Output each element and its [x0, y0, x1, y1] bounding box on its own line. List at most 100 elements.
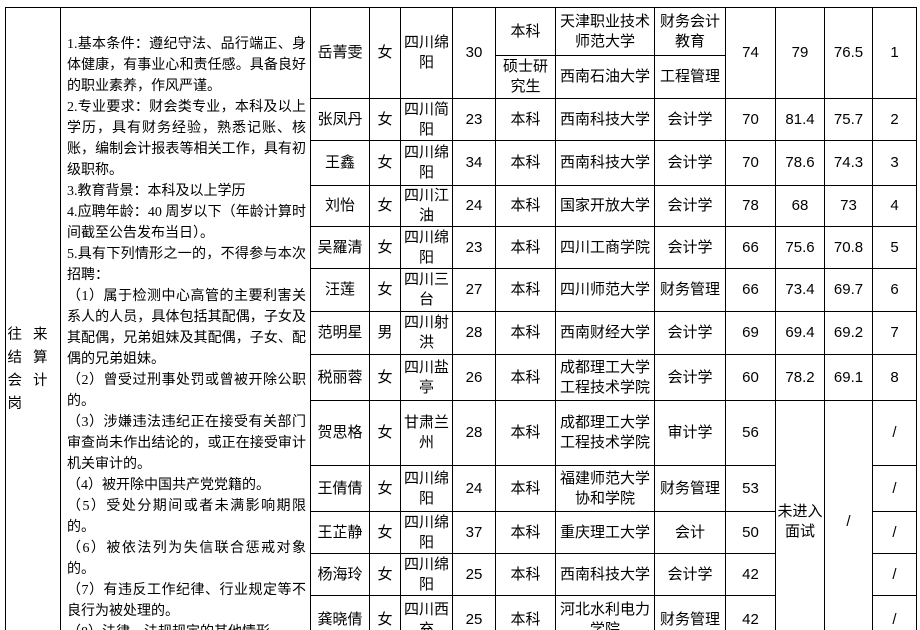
interview-score-cell: 81.4 — [775, 98, 825, 141]
gender-cell: 女 — [369, 595, 401, 630]
rank-cell: / — [872, 400, 917, 466]
position-cell: 往来结算会计岗 — [5, 7, 61, 630]
total-score-cell: 76.5 — [824, 7, 873, 99]
education-cell: 本科 — [495, 268, 556, 312]
table-row: 龚晓倩 女 四川西充 25 本科 河北水利电力学院 财务管理 42 / — [6, 595, 917, 630]
major-cell: 会计学 — [654, 98, 726, 141]
education-cell: 本科 — [495, 7, 556, 56]
education-cell: 本科 — [495, 226, 556, 269]
education-cell: 本科 — [495, 311, 556, 355]
major-cell: 财务会计教育 — [654, 7, 726, 56]
gender-cell: 女 — [369, 226, 401, 269]
rank-cell: 1 — [872, 7, 917, 99]
written-score-cell: 70 — [725, 98, 776, 141]
age-cell: 23 — [452, 98, 496, 141]
requirements-cell: 1.基本条件：遵纪守法、品行端正、身体健康，有事业心和责任感。具备良好的职业素养… — [60, 7, 311, 630]
total-score-cell: 73 — [824, 185, 873, 227]
total-score-cell: 75.7 — [824, 98, 873, 141]
total-score-cell: 69.1 — [824, 354, 873, 401]
education-cell: 本科 — [495, 553, 556, 596]
candidate-name-cell: 税丽蓉 — [310, 354, 370, 401]
age-cell: 34 — [452, 140, 496, 186]
school-cell: 国家开放大学 — [555, 185, 655, 227]
school-cell: 四川工商学院 — [555, 226, 655, 269]
rank-cell: 6 — [872, 268, 917, 312]
written-score-cell: 60 — [725, 354, 776, 401]
rank-cell: 2 — [872, 98, 917, 141]
school-cell: 西南财经大学 — [555, 311, 655, 355]
age-cell: 28 — [452, 400, 496, 466]
written-score-cell: 70 — [725, 140, 776, 186]
rank-cell: 7 — [872, 311, 917, 355]
education-cell: 硕士研究生 — [495, 55, 556, 99]
written-score-cell: 69 — [725, 311, 776, 355]
candidate-name-cell: 王鑫 — [310, 140, 370, 186]
interview-score-cell: 69.4 — [775, 311, 825, 355]
age-cell: 37 — [452, 511, 496, 554]
major-cell: 财务管理 — [654, 268, 726, 312]
school-cell: 四川师范大学 — [555, 268, 655, 312]
education-cell: 本科 — [495, 465, 556, 512]
hometown-cell: 四川绵阳 — [400, 465, 453, 512]
school-cell: 天津职业技术师范大学 — [555, 7, 655, 56]
major-cell: 财务管理 — [654, 595, 726, 630]
major-cell: 会计学 — [654, 354, 726, 401]
interview-score-cell: 78.6 — [775, 140, 825, 186]
candidate-name-cell: 汪莲 — [310, 268, 370, 312]
age-cell: 27 — [452, 268, 496, 312]
age-cell: 23 — [452, 226, 496, 269]
education-cell: 本科 — [495, 98, 556, 141]
hometown-cell: 四川盐亭 — [400, 354, 453, 401]
education-cell: 本科 — [495, 595, 556, 630]
major-cell: 会计 — [654, 511, 726, 554]
candidate-name-cell: 张凤丹 — [310, 98, 370, 141]
gender-cell: 女 — [369, 268, 401, 312]
school-cell: 西南科技大学 — [555, 140, 655, 186]
school-cell: 福建师范大学协和学院 — [555, 465, 655, 512]
candidate-name-cell: 王芷静 — [310, 511, 370, 554]
gender-cell: 女 — [369, 98, 401, 141]
major-cell: 会计学 — [654, 140, 726, 186]
education-cell: 本科 — [495, 354, 556, 401]
candidate-name-cell: 王倩倩 — [310, 465, 370, 512]
hometown-cell: 四川绵阳 — [400, 553, 453, 596]
education-cell: 本科 — [495, 185, 556, 227]
table-row: 贺思格 女 甘肃兰州 28 本科 成都理工大学工程技术学院 审计学 56 未进入… — [6, 400, 917, 630]
rank-cell: 3 — [872, 140, 917, 186]
major-cell: 会计学 — [654, 226, 726, 269]
no-interview-note-cell: 未进入面试 — [775, 400, 825, 630]
school-cell: 西南科技大学 — [555, 98, 655, 141]
gender-cell: 女 — [369, 354, 401, 401]
interview-score-cell: 75.6 — [775, 226, 825, 269]
hometown-cell: 四川简阳 — [400, 98, 453, 141]
candidate-name-cell: 贺思格 — [310, 400, 370, 466]
requirements-text: 1.基本条件：遵纪守法、品行端正、身体健康，有事业心和责任感。具备良好的职业素养… — [67, 37, 306, 630]
rank-cell: 5 — [872, 226, 917, 269]
age-cell: 25 — [452, 553, 496, 596]
age-cell: 25 — [452, 595, 496, 630]
written-score-cell: 53 — [725, 465, 776, 512]
total-score-merged-cell: / — [824, 400, 873, 630]
interview-score-cell: 79 — [775, 7, 825, 99]
school-cell: 西南石油大学 — [555, 55, 655, 99]
written-score-cell: 50 — [725, 511, 776, 554]
table-row: 杨海玲 女 四川绵阳 25 本科 西南科技大学 会计学 42 / — [6, 553, 917, 596]
results-table: 往来结算会计岗 1.基本条件：遵纪守法、品行端正、身体健康，有事业心和责任感。具… — [5, 7, 917, 630]
total-score-cell: 69.2 — [824, 311, 873, 355]
age-cell: 30 — [452, 7, 496, 99]
hometown-cell: 甘肃兰州 — [400, 400, 453, 466]
table-row: 王倩倩 女 四川绵阳 24 本科 福建师范大学协和学院 财务管理 53 / — [6, 465, 917, 512]
table-row: 汪莲 女 四川三台 27 本科 四川师范大学 财务管理 66 73.4 69.7… — [6, 268, 917, 312]
rank-cell: / — [872, 465, 917, 512]
gender-cell: 女 — [369, 400, 401, 466]
total-score-cell: 74.3 — [824, 140, 873, 186]
table-row: 硕士研究生 西南石油大学 工程管理 — [6, 55, 917, 99]
major-cell: 会计学 — [654, 553, 726, 596]
education-cell: 本科 — [495, 140, 556, 186]
written-score-cell: 42 — [725, 553, 776, 596]
table-row: 税丽蓉 女 四川盐亭 26 本科 成都理工大学工程技术学院 会计学 60 78.… — [6, 354, 917, 401]
hometown-cell: 四川绵阳 — [400, 511, 453, 554]
gender-cell: 女 — [369, 511, 401, 554]
major-cell: 会计学 — [654, 311, 726, 355]
